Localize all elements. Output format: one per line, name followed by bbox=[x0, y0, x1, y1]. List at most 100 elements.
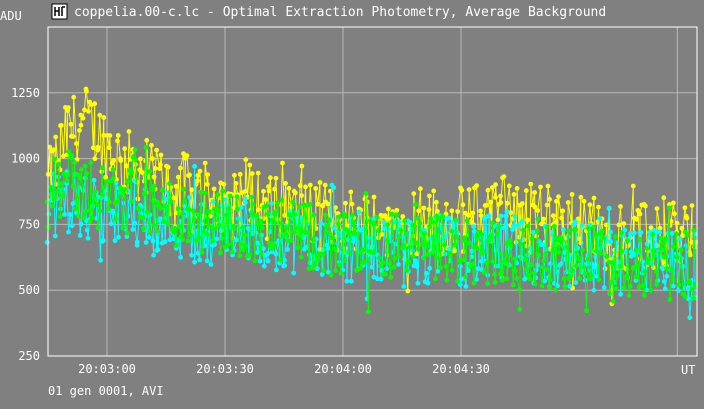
data-point bbox=[323, 229, 329, 235]
data-point bbox=[431, 219, 437, 225]
data-point bbox=[618, 291, 624, 297]
data-point bbox=[463, 284, 469, 289]
data-point bbox=[371, 194, 377, 200]
data-point bbox=[498, 200, 504, 206]
data-point bbox=[165, 164, 171, 170]
data-point bbox=[411, 191, 417, 197]
chart-title: coppelia.00-c.lc - Optimal Extraction Ph… bbox=[74, 5, 606, 20]
data-point bbox=[116, 234, 121, 240]
data-point bbox=[226, 206, 231, 212]
data-point bbox=[349, 201, 355, 207]
data-point bbox=[591, 195, 597, 201]
data-point bbox=[547, 196, 552, 202]
data-point bbox=[199, 250, 205, 256]
data-point bbox=[211, 207, 217, 212]
data-point bbox=[138, 156, 143, 162]
y-tick-labels: 250 500 750 1000 1250 bbox=[11, 86, 40, 363]
data-point bbox=[187, 195, 193, 200]
data-point bbox=[585, 226, 591, 231]
data-point bbox=[92, 101, 98, 107]
data-point bbox=[274, 267, 279, 273]
data-point bbox=[606, 205, 612, 211]
data-point bbox=[671, 283, 676, 289]
x-tick-label: 20:03:00 bbox=[78, 362, 136, 376]
data-point bbox=[397, 224, 403, 229]
plot-frame bbox=[47, 26, 698, 357]
data-point bbox=[401, 243, 406, 248]
data-point bbox=[168, 199, 174, 205]
data-point bbox=[351, 231, 357, 237]
data-point bbox=[134, 239, 140, 245]
data-point bbox=[206, 209, 212, 215]
data-point bbox=[351, 219, 357, 225]
data-point bbox=[500, 277, 505, 283]
data-point bbox=[671, 244, 676, 250]
data-point bbox=[508, 237, 513, 243]
data-point bbox=[306, 266, 312, 272]
data-point bbox=[235, 206, 240, 212]
data-point bbox=[449, 208, 455, 214]
data-point bbox=[669, 267, 675, 272]
data-point bbox=[555, 283, 560, 289]
data-point bbox=[490, 259, 495, 265]
data-point bbox=[593, 232, 599, 237]
data-point bbox=[78, 122, 84, 128]
data-point bbox=[266, 188, 272, 194]
y-tick-label: 250 bbox=[18, 349, 40, 363]
data-point bbox=[663, 236, 668, 242]
data-point bbox=[327, 231, 333, 237]
data-point bbox=[674, 220, 680, 226]
data-point bbox=[524, 266, 529, 272]
data-point bbox=[182, 199, 188, 205]
data-point bbox=[644, 241, 650, 247]
data-point bbox=[416, 208, 422, 214]
data-point bbox=[480, 249, 486, 255]
data-point bbox=[492, 280, 498, 285]
data-point bbox=[657, 225, 663, 231]
data-point bbox=[195, 250, 201, 256]
data-point bbox=[625, 238, 630, 244]
data-point bbox=[511, 192, 517, 197]
data-point bbox=[470, 210, 476, 216]
data-point bbox=[425, 280, 431, 286]
data-point bbox=[171, 195, 177, 201]
data-point bbox=[278, 257, 283, 263]
data-point bbox=[507, 252, 512, 258]
data-point bbox=[604, 254, 609, 259]
data-point bbox=[255, 240, 261, 246]
data-point bbox=[229, 249, 235, 255]
data-point bbox=[677, 236, 683, 242]
data-point bbox=[634, 216, 640, 222]
data-point bbox=[439, 238, 445, 243]
series-2 bbox=[44, 145, 699, 315]
data-point bbox=[470, 262, 475, 267]
data-point bbox=[574, 250, 579, 256]
data-point bbox=[103, 175, 109, 180]
axes bbox=[47, 26, 698, 357]
data-point bbox=[162, 239, 168, 245]
data-point bbox=[630, 183, 636, 189]
data-point bbox=[214, 236, 220, 242]
data-point bbox=[343, 200, 348, 206]
data-point bbox=[50, 203, 56, 209]
data-point bbox=[59, 123, 64, 128]
data-point bbox=[535, 208, 541, 213]
data-point bbox=[389, 211, 395, 217]
data-point bbox=[596, 277, 602, 283]
title-bar: coppelia.00-c.lc - Optimal Extraction Ph… bbox=[51, 3, 606, 20]
data-point bbox=[474, 183, 480, 189]
data-point bbox=[167, 181, 172, 187]
data-point bbox=[455, 209, 461, 214]
data-point bbox=[283, 181, 288, 186]
data-point bbox=[448, 251, 453, 257]
data-point bbox=[247, 252, 253, 258]
y-tick-label: 750 bbox=[18, 217, 40, 231]
data-point bbox=[532, 190, 537, 195]
data-point bbox=[487, 234, 493, 240]
data-point bbox=[60, 192, 66, 198]
x-tick-labels: 20:03:00 20:03:30 20:04:00 20:04:30 bbox=[78, 362, 490, 376]
data-point bbox=[682, 205, 688, 211]
data-point bbox=[68, 121, 74, 127]
data-point bbox=[405, 288, 411, 294]
